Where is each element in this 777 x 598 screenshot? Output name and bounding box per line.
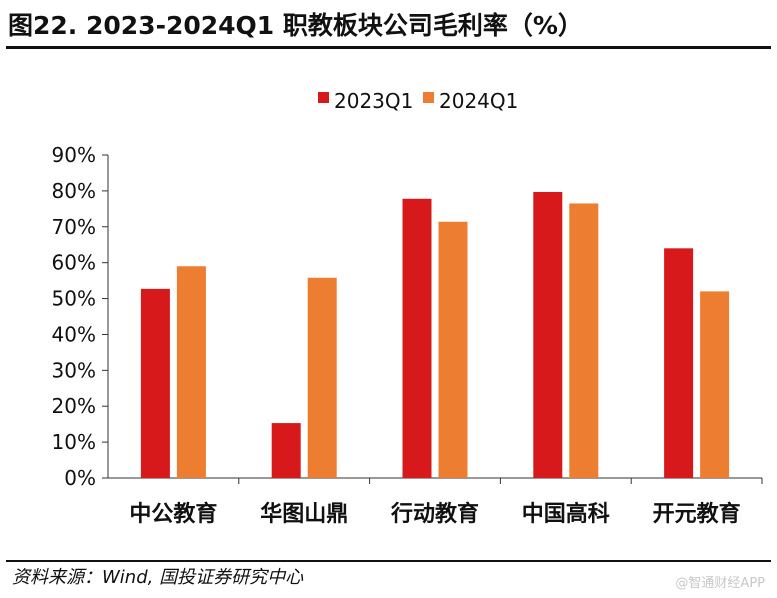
title-divider (6, 46, 771, 49)
chart-axes: 0% 10% 20% 30% 40% 50% 60% 70% 80% 90% 中公教育 华图山鼎 行动教… (52, 143, 763, 527)
y-tick-label: 80% (52, 179, 96, 203)
source-note: 资料来源：Wind, 国投证券研究中心 (12, 567, 304, 588)
y-tick-label: 10% (52, 430, 96, 454)
footer-divider (6, 560, 771, 562)
y-tick-label: 0% (64, 466, 96, 490)
figure-title: 图22. 2023-2024Q1 职教板块公司毛利率（%） (8, 11, 583, 40)
bar-chart: 2023Q1 2024Q1 0% 10% 20% 30% 40% 50% 60% 70% 80% 9… (52, 89, 763, 527)
legend-swatch-2024Q1 (423, 92, 434, 103)
y-tick-label: 50% (52, 287, 96, 311)
y-tick-label: 70% (52, 215, 96, 239)
y-tick-label: 40% (52, 322, 96, 346)
y-tick-label: 90% (52, 143, 96, 167)
chart-bars (140, 191, 730, 479)
watermark: @智通财经APP (675, 576, 765, 591)
bar-2023Q1-2 (402, 198, 432, 479)
bar-2024Q1-1 (307, 277, 337, 478)
bar-2023Q1-1 (271, 423, 301, 478)
bar-2024Q1-0 (176, 266, 206, 478)
bar-2024Q1-3 (569, 203, 599, 478)
legend-label-2023Q1: 2023Q1 (334, 89, 413, 113)
legend-swatch-2023Q1 (318, 92, 329, 103)
bar-2024Q1-4 (700, 291, 730, 478)
legend: 2023Q1 2024Q1 (318, 89, 518, 113)
bar-2023Q1-3 (533, 191, 563, 478)
y-tick-label: 20% (52, 394, 96, 418)
x-tick-label: 华图山鼎 (260, 501, 348, 527)
bar-2023Q1-4 (664, 248, 694, 478)
bar-2024Q1-2 (438, 221, 468, 478)
x-tick-label: 中公教育 (129, 501, 217, 527)
x-tick-label: 中国高科 (522, 501, 610, 527)
x-tick-label: 开元教育 (653, 501, 741, 527)
y-tick-label: 60% (52, 251, 96, 275)
bar-2023Q1-0 (140, 288, 170, 478)
y-tick-label: 30% (52, 358, 96, 382)
legend-label-2024Q1: 2024Q1 (439, 89, 518, 113)
x-tick-label: 行动教育 (390, 501, 479, 527)
